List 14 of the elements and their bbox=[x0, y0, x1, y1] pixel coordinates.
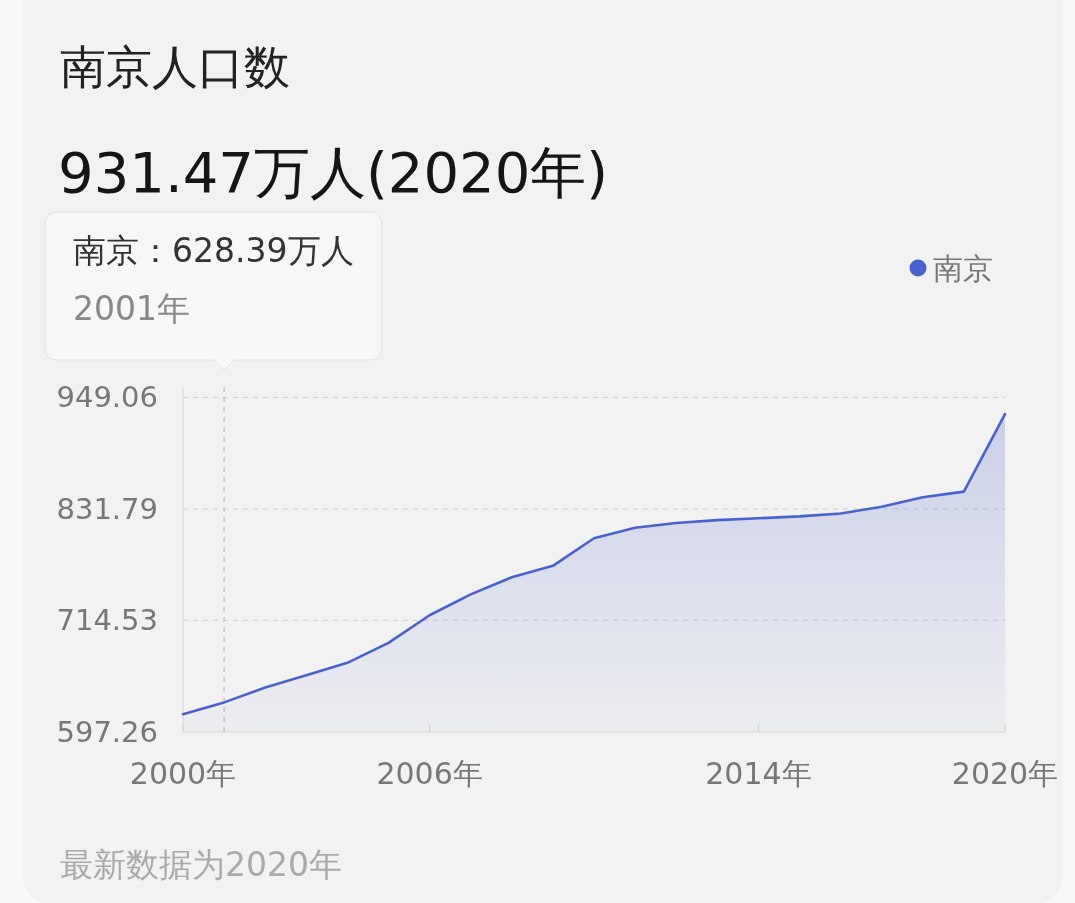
y-tick-label: 597.26 bbox=[56, 715, 158, 749]
x-tick-label: 2000年 bbox=[129, 756, 237, 791]
y-tick-label: 714.53 bbox=[56, 603, 158, 638]
x-tick-label: 2014年 bbox=[705, 756, 812, 791]
x-tick-label: 2020年 bbox=[951, 756, 1059, 791]
chart-title: 南京人口数 bbox=[60, 40, 290, 94]
x-tick-label: 2006年 bbox=[376, 756, 483, 791]
y-tick-label: 831.79 bbox=[56, 491, 158, 526]
chart-subtitle: 931.47万人(2020年) bbox=[58, 140, 609, 205]
legend: 南京 bbox=[909, 251, 993, 286]
y-tick-label: 949.06 bbox=[56, 380, 158, 415]
text: 最新数据为2020年 bbox=[60, 845, 342, 884]
legend-label: 南京 bbox=[933, 251, 993, 286]
tooltip: 南京：628.39万人 2001年 bbox=[44, 211, 383, 371]
